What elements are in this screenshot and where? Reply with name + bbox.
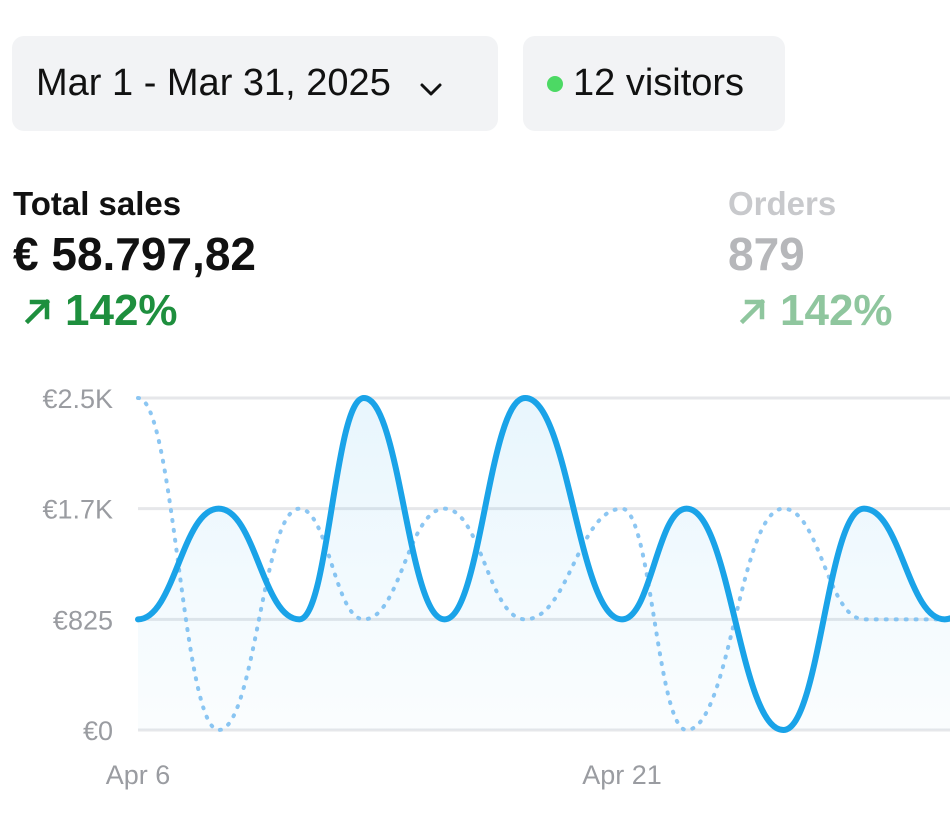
y-tick-label: €825	[53, 605, 113, 635]
sales-series-line	[135, 395, 950, 733]
live-visitors-badge[interactable]: 12 visitors	[523, 36, 785, 131]
metric-label: Orders	[728, 185, 837, 222]
arrow-up-right-icon	[739, 298, 766, 325]
metric-value: € 58.797,82	[13, 228, 257, 280]
y-tick-label: €2.5K	[42, 384, 113, 414]
metric-change: 142%	[13, 284, 256, 338]
metric-change: 142%	[728, 284, 893, 338]
date-range-picker[interactable]: Mar 1 - Mar 31, 2025	[12, 36, 498, 131]
series-area-fill	[138, 398, 950, 730]
orders-metric[interactable]: Orders 879 142%	[728, 184, 893, 338]
y-tick-label: €0	[83, 716, 113, 746]
metric-change-value: 142%	[780, 286, 893, 335]
x-tick-label: Apr 6	[106, 760, 171, 790]
metric-change-value: 142%	[65, 286, 178, 335]
visitors-label: 12 visitors	[573, 62, 745, 104]
metric-label: Total sales	[13, 185, 182, 222]
live-dot-icon	[547, 75, 563, 92]
arrow-up-right-icon	[24, 298, 51, 325]
total-sales-metric[interactable]: Total sales € 58.797,82 142%	[13, 184, 256, 338]
date-range-label: Mar 1 - Mar 31, 2025	[36, 62, 391, 104]
chevron-down-icon	[417, 70, 445, 98]
y-tick-label: €1.7K	[42, 495, 113, 525]
metric-value: 879	[728, 228, 805, 280]
sales-line-chart: €0 €825 €1.7K €2.5K Apr 6 Apr 21	[42, 384, 950, 790]
x-tick-label: Apr 21	[582, 760, 662, 790]
